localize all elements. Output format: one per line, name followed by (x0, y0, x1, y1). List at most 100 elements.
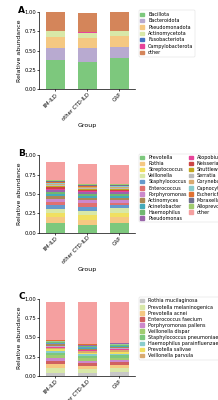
Bar (46, 202, 65, 205)
Bar (46, 368, 65, 373)
Bar (78, 354, 97, 356)
Bar (78, 188, 97, 189)
Bar (110, 196, 129, 198)
Bar (110, 36, 129, 47)
Bar (110, 12, 129, 30)
Bar (78, 33, 97, 38)
Bar (46, 194, 65, 196)
Bar (110, 208, 129, 212)
Bar (110, 347, 129, 348)
Bar (46, 186, 65, 187)
Bar (110, 190, 129, 191)
Bar (110, 212, 129, 217)
Bar (110, 348, 129, 349)
Bar (78, 360, 97, 363)
Bar (78, 366, 97, 369)
Bar (78, 198, 97, 200)
Bar (78, 225, 97, 233)
Bar (110, 200, 129, 202)
Legend: Bacillota, Bacteroidota, Pseudomonadota, Actinomycetota, Fusobacteriota, Campylo: Bacillota, Bacteroidota, Pseudomonadota,… (139, 10, 195, 56)
Bar (78, 192, 97, 194)
Bar (78, 349, 97, 350)
Bar (78, 356, 97, 358)
Bar (110, 202, 129, 205)
Bar (78, 186, 97, 187)
Bar (78, 302, 97, 344)
Bar (78, 373, 97, 376)
Bar (110, 205, 129, 208)
Bar (46, 181, 65, 182)
Bar (46, 192, 65, 194)
Bar (46, 162, 65, 180)
Bar (78, 211, 97, 215)
Bar (110, 372, 129, 376)
Y-axis label: Relative abundance: Relative abundance (17, 20, 22, 82)
Bar (46, 341, 65, 342)
Bar (110, 358, 129, 360)
Bar (46, 344, 65, 346)
Bar (110, 362, 129, 365)
Bar (46, 358, 65, 361)
Bar (46, 213, 65, 217)
Bar (110, 198, 129, 200)
Bar (78, 345, 97, 346)
Bar (46, 37, 65, 48)
Bar (110, 343, 129, 344)
Bar (110, 368, 129, 372)
Bar (78, 346, 97, 347)
Bar (110, 350, 129, 352)
Bar (78, 363, 97, 366)
Bar (78, 189, 97, 190)
Bar (46, 190, 65, 192)
Bar (46, 180, 65, 181)
Y-axis label: Relative abundance: Relative abundance (17, 163, 22, 225)
Bar (110, 188, 129, 189)
Bar (110, 223, 129, 233)
Bar (110, 356, 129, 358)
Bar (46, 353, 65, 356)
Bar (46, 302, 65, 340)
Bar (110, 192, 129, 194)
Bar (46, 205, 65, 209)
Bar (46, 343, 65, 344)
Bar (110, 354, 129, 356)
Bar (110, 185, 129, 186)
Bar (78, 350, 97, 351)
Bar (110, 165, 129, 184)
Bar (46, 196, 65, 199)
Bar (46, 347, 65, 348)
Bar (46, 209, 65, 213)
Bar (110, 360, 129, 362)
Bar (46, 356, 65, 358)
Bar (78, 48, 97, 62)
Bar (46, 188, 65, 190)
Bar (78, 220, 97, 225)
Bar (110, 349, 129, 350)
Bar (110, 345, 129, 346)
Bar (110, 194, 129, 196)
Bar (78, 215, 97, 220)
Bar (110, 58, 129, 90)
Bar (78, 347, 97, 348)
Bar (78, 351, 97, 353)
Bar (46, 183, 65, 184)
Bar (78, 185, 97, 186)
Bar (110, 352, 129, 354)
Bar (46, 349, 65, 351)
Bar (46, 60, 65, 90)
Bar (110, 187, 129, 188)
Y-axis label: Relative abundance: Relative abundance (17, 306, 22, 368)
Bar (46, 199, 65, 202)
Text: A: A (18, 6, 25, 15)
Bar (46, 342, 65, 343)
Bar (78, 184, 97, 185)
Bar (78, 196, 97, 198)
Legend: Rothia mucilaginosa, Prevotella melaninogenica, Prevotella acnei, Enterococcus f: Rothia mucilaginosa, Prevotella melanino… (139, 297, 218, 360)
Bar (110, 365, 129, 368)
Text: C: C (18, 292, 25, 301)
Bar (46, 182, 65, 183)
Bar (78, 369, 97, 373)
Bar (110, 346, 129, 347)
Bar (46, 185, 65, 186)
Bar (78, 190, 97, 191)
